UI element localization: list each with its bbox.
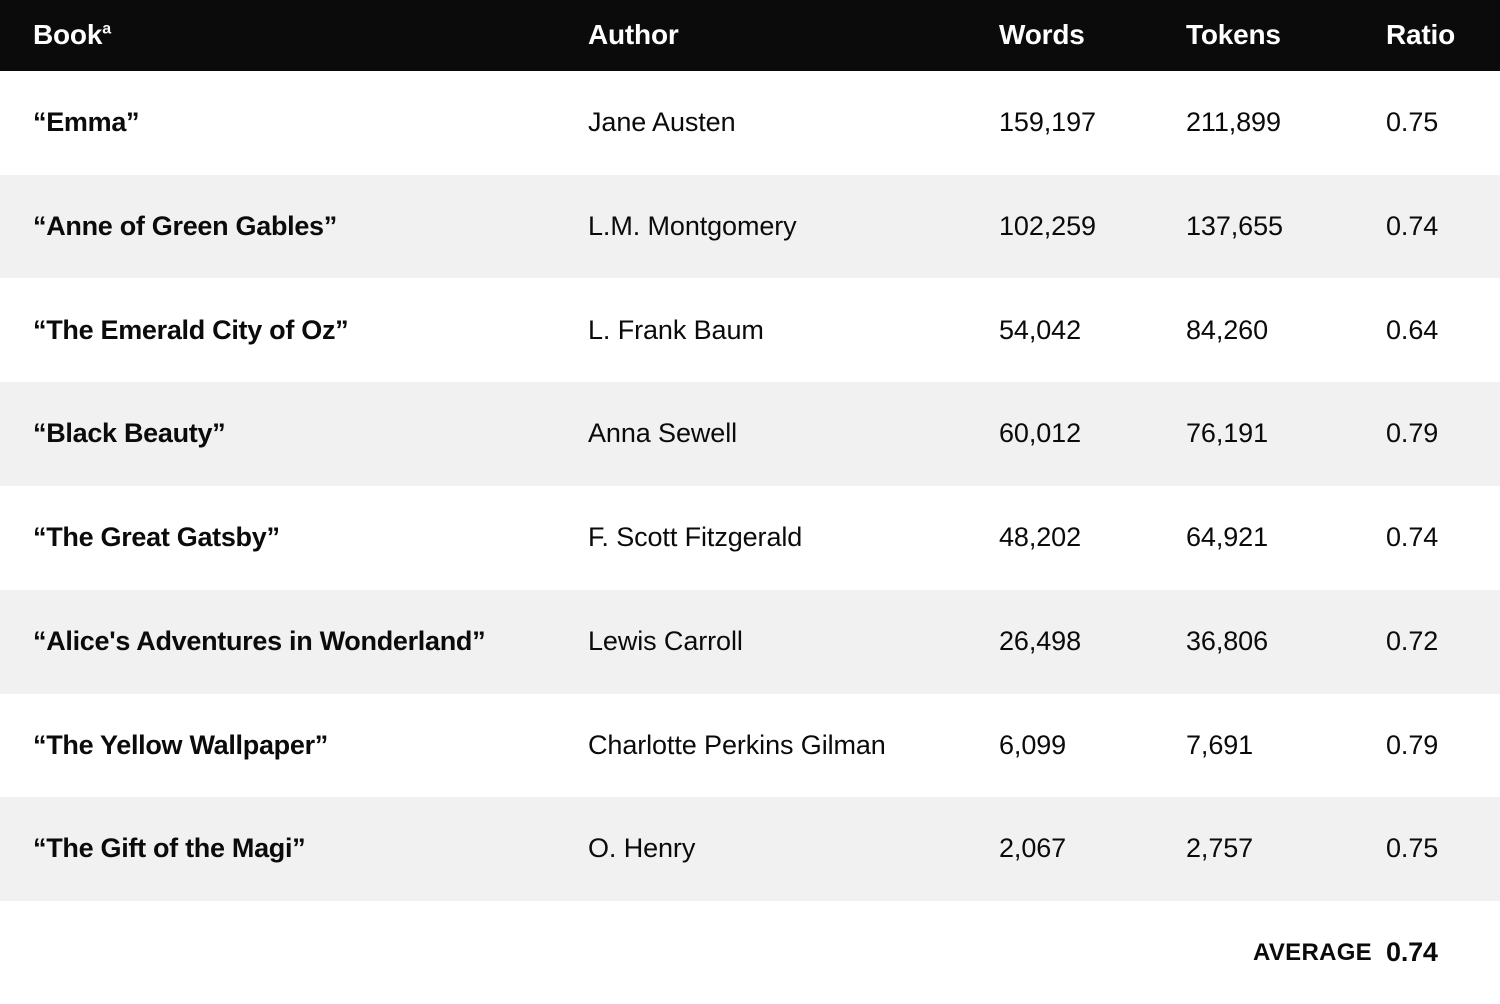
cell-book-title: “Anne of Green Gables” — [33, 210, 337, 241]
cell-tokens: 137,655 — [1186, 210, 1283, 241]
cell-author: Lewis Carroll — [588, 625, 743, 656]
cell-ratio: 0.75 — [1386, 106, 1439, 137]
cell-author: Anna Sewell — [588, 418, 737, 449]
column-header-author: Author — [588, 19, 679, 51]
cell-author: F. Scott Fitzgerald — [588, 522, 803, 553]
cell-ratio: 0.79 — [1386, 729, 1439, 760]
table-row: “Anne of Green Gables” L.M. Montgomery 1… — [0, 174, 1500, 279]
cell-words: 60,012 — [999, 418, 1081, 449]
cell-words: 2,067 — [999, 833, 1067, 864]
cell-tokens: 84,260 — [1186, 314, 1268, 345]
column-header-book-label: Book — [33, 19, 103, 51]
column-header-tokens: Tokens — [1186, 19, 1281, 51]
cell-words: 6,099 — [999, 729, 1067, 760]
average-ratio-value: 0.74 — [1386, 937, 1438, 968]
cell-ratio: 0.74 — [1386, 210, 1439, 241]
cell-book-title: “The Great Gatsby” — [33, 522, 280, 553]
cell-book-title: “Emma” — [33, 106, 140, 137]
table-footer-row: AVERAGE 0.74 — [0, 901, 1500, 1004]
table-row: “The Emerald City of Oz” L. Frank Baum 5… — [0, 278, 1500, 383]
cell-words: 48,202 — [999, 522, 1081, 553]
table-row: “The Gift of the Magi” O. Henry 2,067 2,… — [0, 797, 1500, 902]
cell-author: L.M. Montgomery — [588, 210, 797, 241]
cell-book-title: “Black Beauty” — [33, 418, 226, 449]
cell-author: L. Frank Baum — [588, 314, 764, 345]
table-row: “The Great Gatsby” F. Scott Fitzgerald 4… — [0, 486, 1500, 590]
cell-tokens: 36,806 — [1186, 625, 1268, 656]
cell-book-title: “The Yellow Wallpaper” — [33, 729, 328, 760]
table-header-row: Booka Author Words Tokens Ratio — [0, 0, 1500, 71]
footnote-marker-a: a — [102, 21, 111, 39]
table-row: “The Yellow Wallpaper” Charlotte Perkins… — [0, 693, 1500, 798]
cell-book-title: “The Emerald City of Oz” — [33, 314, 349, 345]
column-header-words: Words — [999, 19, 1085, 51]
cell-ratio: 0.64 — [1386, 314, 1439, 345]
cell-author: Charlotte Perkins Gilman — [588, 729, 886, 760]
cell-tokens: 64,921 — [1186, 522, 1268, 553]
cell-tokens: 7,691 — [1186, 729, 1254, 760]
cell-tokens: 76,191 — [1186, 418, 1268, 449]
cell-book-title: “The Gift of the Magi” — [33, 833, 306, 864]
cell-ratio: 0.72 — [1386, 625, 1439, 656]
cell-words: 54,042 — [999, 314, 1081, 345]
cell-author: Jane Austen — [588, 106, 736, 137]
column-header-ratio: Ratio — [1386, 19, 1456, 51]
cell-book-title: “Alice's Adventures in Wonderland” — [33, 625, 486, 656]
cell-words: 159,197 — [999, 106, 1096, 137]
cell-ratio: 0.79 — [1386, 418, 1439, 449]
table-row: “Black Beauty” Anna Sewell 60,012 76,191… — [0, 382, 1500, 487]
cell-ratio: 0.74 — [1386, 522, 1439, 553]
table-row: “Emma” Jane Austen 159,197 211,899 0.75 — [0, 70, 1500, 175]
column-header-book: Booka — [0, 21, 588, 49]
table-row: “Alice's Adventures in Wonderland” Lewis… — [0, 589, 1500, 694]
cell-ratio: 0.75 — [1386, 833, 1439, 864]
cell-words: 26,498 — [999, 625, 1081, 656]
cell-tokens: 2,757 — [1186, 833, 1254, 864]
cell-author: O. Henry — [588, 833, 696, 864]
average-label: AVERAGE — [1252, 938, 1372, 966]
cell-tokens: 211,899 — [1186, 106, 1281, 137]
cell-words: 102,259 — [999, 210, 1096, 241]
